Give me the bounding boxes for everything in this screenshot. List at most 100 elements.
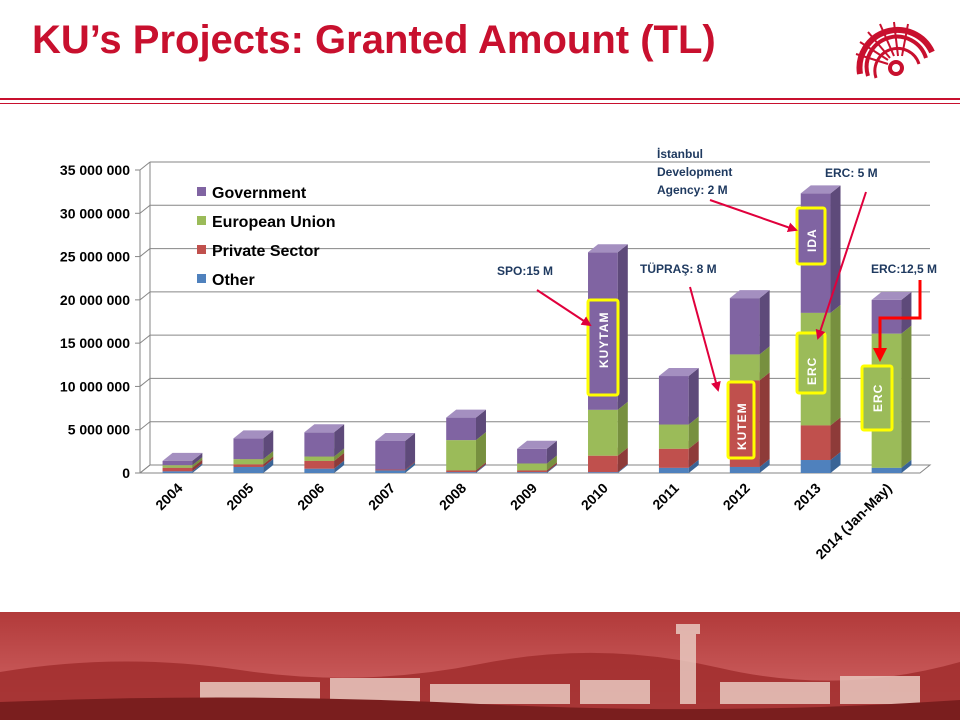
bar-side-other [263, 458, 274, 473]
bar-side-european-union [759, 346, 770, 381]
x-tick-layer: 2004 2005 2006 2007 2008 2009 2010 2011 2012 2013… [152, 480, 894, 562]
legend-label-other: Other [212, 272, 255, 289]
annotation-erc-5m: ERC: 5 M [825, 166, 878, 180]
bar-top-government [800, 185, 841, 194]
bar-2014-other [871, 467, 902, 473]
university-logo [846, 16, 942, 96]
bar-2006-government [304, 432, 335, 457]
bar-side-government [759, 290, 770, 355]
campus-banner-image [0, 612, 960, 720]
highlight-box-erc-2014 [860, 364, 894, 432]
bar-side-private-sector [830, 417, 841, 461]
bar-2011-other [658, 467, 689, 473]
y-tick-label: 30 000 000 [60, 205, 130, 221]
bar-side-private-sector [546, 462, 557, 473]
x-tick-label: 2010 [578, 480, 611, 513]
gridline-side [139, 204, 151, 214]
box-label-ida: IDA [805, 228, 819, 252]
annotation-istanbul-line3: Agency: 2 M [657, 183, 728, 197]
bar-2007-private-sector [375, 469, 406, 471]
bar-side-other [475, 464, 486, 473]
x-tick-label: 2014 (Jan-May) [812, 480, 894, 562]
bar-2009-private-sector [517, 470, 547, 473]
bar-2010-private-sector [588, 455, 618, 473]
bar-side-other [901, 459, 912, 473]
bar-2004-european-union [162, 465, 193, 468]
bar-2004-private-sector [162, 467, 193, 472]
bar-2013-private-sector [800, 425, 831, 461]
title-divider [0, 98, 960, 100]
y-tick-label: 35 000 000 [60, 162, 130, 178]
annotation-arrow-erc-5m [815, 191, 867, 340]
y-tick-label: 25 000 000 [60, 249, 130, 265]
bar-2005-private-sector [233, 464, 264, 467]
bar-2006-european-union [304, 456, 335, 461]
bar-2010-european-union [588, 409, 618, 456]
bar-side-government [405, 432, 416, 470]
bar-side-government [192, 452, 203, 466]
gridline-side [139, 161, 151, 171]
highlight-box-erc-2013 [795, 331, 827, 395]
gridline-side [139, 378, 151, 387]
bar-2005-other [233, 466, 264, 473]
bar-side-european-union [192, 457, 203, 468]
bar-side-european-union [475, 432, 486, 471]
bar-side-european-union [688, 416, 699, 449]
bar-side-government [334, 424, 345, 457]
bar-top-government [375, 432, 416, 441]
bar-side-other [688, 459, 699, 473]
bar-side-european-union [334, 448, 345, 461]
bar-2011-european-union [658, 424, 689, 449]
annotations: SPO:15 M TÜPRAŞ: 8 M İstanbul Developmen… [497, 146, 937, 392]
bar-top-government [233, 430, 274, 439]
bar-side-other [759, 458, 770, 473]
x-tick-label: 2011 [649, 480, 682, 513]
gridline-side [139, 291, 151, 301]
highlight-box-ida [795, 206, 827, 266]
x-tick-label: 2008 [436, 480, 469, 513]
bar-top-government [658, 368, 699, 377]
bar-side-other [546, 464, 557, 473]
slide-title: KU’s Projects: Granted Amount (TL) [32, 18, 716, 62]
legend-label-european-union: European Union [212, 214, 336, 231]
annotation-arrow-tupras [689, 286, 721, 392]
bar-2010-other [588, 472, 618, 473]
bar-2008-other [446, 472, 476, 473]
annotation-arrow-ida [709, 199, 798, 233]
bar-side-government [901, 291, 912, 334]
gridline-side [139, 421, 151, 431]
bar-2004-government [162, 460, 193, 466]
bar-2012-european-union [729, 354, 760, 381]
bar-2011-government [658, 376, 689, 425]
bar-side-other [334, 460, 345, 473]
bar-2007-other [375, 470, 406, 473]
bar-side-private-sector [759, 372, 770, 467]
highlight-box-kutem [726, 380, 756, 460]
legend-label-government: Government [212, 185, 307, 202]
title-divider-thin [0, 103, 960, 104]
bar-side-private-sector [263, 456, 274, 467]
box-label-kutem: KUTEM [735, 402, 749, 450]
gridline-side [139, 248, 151, 257]
bar-side-european-union [263, 451, 274, 465]
y-tick-label: 15 000 000 [60, 335, 130, 351]
bar-2012-government [729, 298, 760, 355]
x-tick-label: 2004 [152, 480, 185, 513]
bar-side-other [830, 452, 841, 473]
annotation-arrow-erc-12-5m [873, 280, 922, 362]
bar-2009-government [517, 448, 547, 464]
box-label-kuytam: KUYTAM [597, 312, 611, 368]
annotation-spo: SPO:15 M [497, 264, 553, 278]
bar-2013-other [800, 460, 831, 473]
legend-swatch-private-sector [197, 245, 206, 254]
annotation-arrow-spo [536, 289, 592, 327]
bar-2006-private-sector [304, 460, 335, 469]
bar-side-european-union [546, 455, 557, 471]
bar-side-government [830, 185, 841, 313]
bar-side-private-sector [617, 447, 628, 473]
bar-top-government [162, 452, 203, 461]
box-label-erc-2013: ERC [805, 357, 819, 385]
bar-2006-other [304, 468, 335, 473]
bar-side-european-union [901, 325, 912, 468]
